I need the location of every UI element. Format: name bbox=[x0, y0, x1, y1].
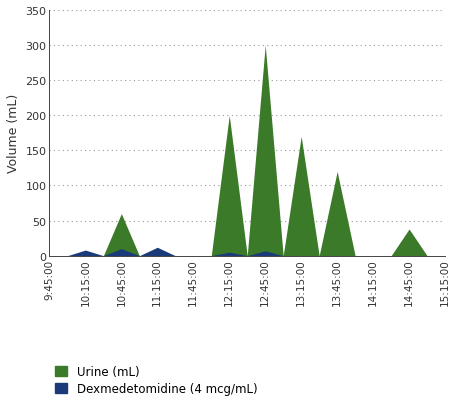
Legend: Urine (mL), Dexmedetomidine (4 mcg/mL): Urine (mL), Dexmedetomidine (4 mcg/mL) bbox=[55, 365, 257, 395]
Y-axis label: Volume (mL): Volume (mL) bbox=[7, 94, 20, 173]
